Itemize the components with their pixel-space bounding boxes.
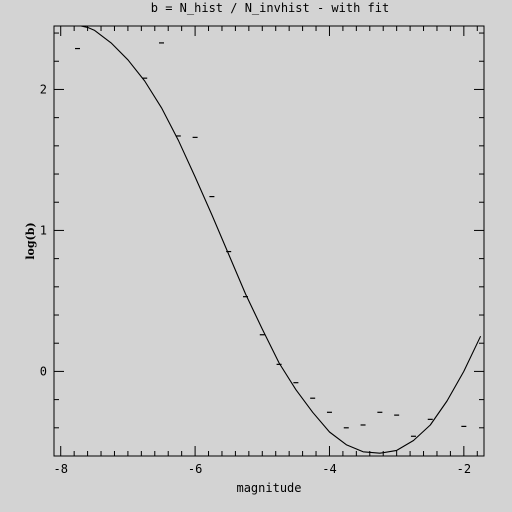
y-tick-label: 2 (40, 82, 47, 96)
y-axis-label: log(b) (24, 222, 37, 259)
chart-title: b = N_hist / N_invhist - with fit (151, 1, 389, 15)
axis-ticks (54, 26, 484, 456)
plot-frame (53, 25, 485, 457)
x-tick-label: -6 (188, 462, 202, 476)
fit-line (80, 25, 482, 454)
x-tick-label: -2 (457, 462, 471, 476)
axis-tick-labels: -8 -6 -4 -2 0 1 2 (40, 82, 471, 476)
y-tick-label: 0 (40, 364, 47, 378)
y-tick-label: 1 (40, 223, 47, 237)
x-axis-label: magnitude (236, 481, 301, 495)
chart-marks (75, 25, 482, 454)
x-tick-label: -4 (322, 462, 336, 476)
x-tick-label: -8 (53, 462, 67, 476)
